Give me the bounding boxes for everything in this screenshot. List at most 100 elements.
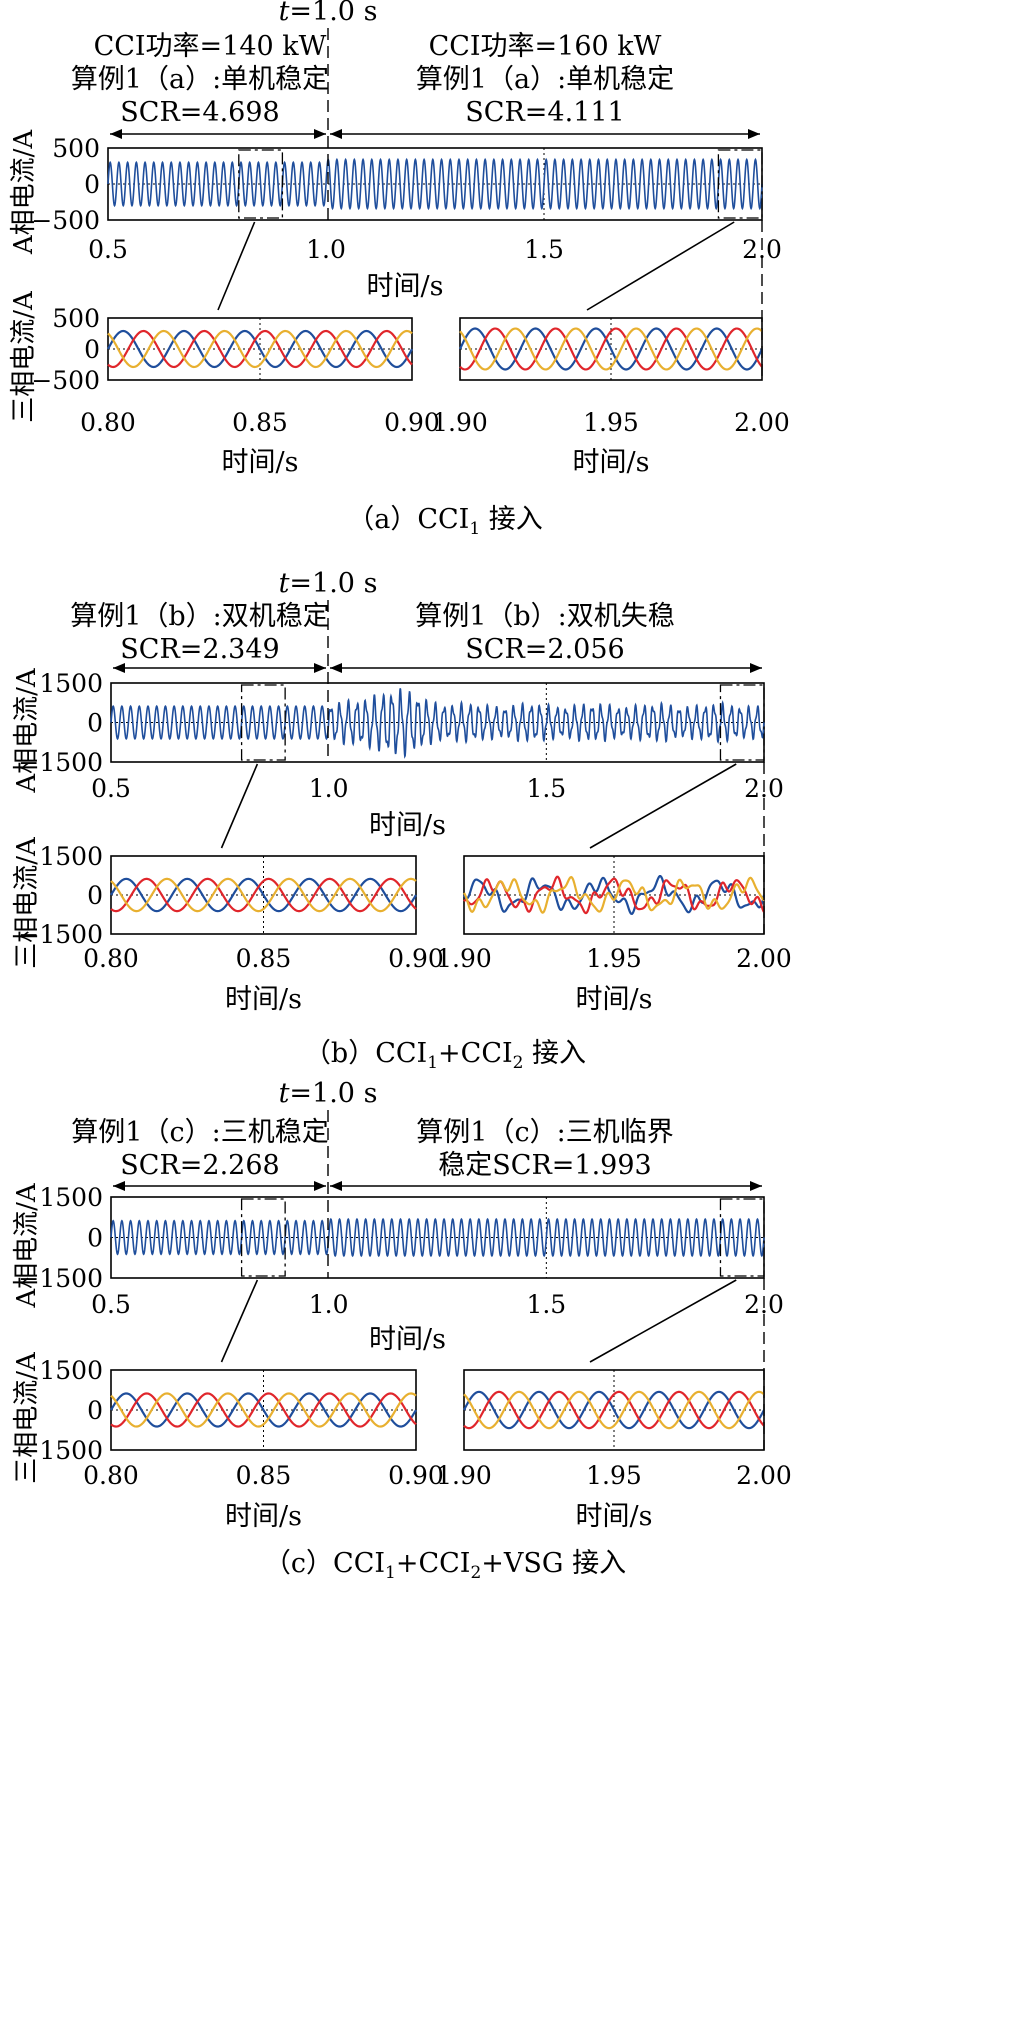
x-axis-label: 时间/s: [576, 1501, 653, 1532]
caption-subscript: 1: [427, 1053, 438, 1073]
y-axis-label: 三相电流/A: [9, 290, 39, 423]
x-tick-label: 1.90: [436, 1461, 492, 1490]
y-tick-label: −1500: [18, 1436, 103, 1465]
phase-current-series-1: [463, 875, 765, 915]
y-tick-label: −1500: [18, 920, 103, 949]
time-marker-value: =1.0 s: [289, 1078, 377, 1109]
x-axis-label: 时间/s: [222, 447, 299, 478]
x-tick-label: 0.5: [91, 774, 131, 803]
time-marker-value: =1.0 s: [289, 568, 377, 599]
x-tick-label: 0.5: [91, 1290, 131, 1319]
annotation-right-line: 稳定SCR=1.993: [438, 1150, 651, 1181]
a-phase-current-series: [107, 157, 763, 211]
y-tick-label: 0: [87, 881, 103, 910]
y-tick-label: −1500: [18, 748, 103, 777]
arrowhead: [314, 129, 326, 139]
y-tick-label: 0: [87, 1224, 103, 1253]
caption-subscript: 2: [470, 1563, 481, 1583]
x-tick-label: 1.5: [526, 774, 566, 803]
annotation-left-line: SCR=4.698: [120, 97, 279, 128]
zoom-window-box: [240, 684, 286, 761]
phase-current-series-0: [463, 874, 766, 916]
arrowhead: [110, 129, 122, 139]
annotation-right-line: 算例1（c）:三机临界: [416, 1117, 673, 1148]
arrowhead: [748, 129, 760, 139]
phase-current-series-0: [459, 327, 763, 371]
y-tick-label: 1500: [39, 1183, 103, 1212]
x-tick-label: 1.95: [583, 408, 639, 437]
time-marker-italic: t: [279, 568, 290, 599]
x-axis-label: 时间/s: [225, 984, 302, 1015]
arrowhead: [750, 663, 762, 673]
phase-current-series-1: [107, 329, 413, 369]
y-axis-label: A相电流/A: [12, 1182, 42, 1309]
zoom-connector-line: [220, 763, 259, 849]
arrowhead: [314, 663, 326, 673]
phase-current-series-1: [110, 1392, 417, 1428]
x-tick-label: 1.90: [432, 408, 488, 437]
x-tick-label: 1.90: [436, 944, 492, 973]
a-phase-current-series: [110, 688, 765, 759]
zoom-connector-line: [589, 1279, 737, 1363]
x-tick-label: 2.00: [736, 944, 792, 973]
panel-caption: （c）CCI1+CCI2+VSG 接入: [264, 1548, 626, 1583]
arrowhead: [330, 129, 342, 139]
caption-text: +CCI: [438, 1038, 513, 1069]
phase-current-series-0: [107, 329, 413, 369]
caption-text: 接入: [523, 1038, 586, 1069]
y-tick-label: 1500: [39, 1356, 103, 1385]
x-tick-label: 0.85: [236, 944, 292, 973]
x-axis-label: 时间/s: [369, 1324, 446, 1355]
phase-current-series-2: [463, 875, 765, 914]
panel-caption: （b）CCI1+CCI2 接入: [304, 1038, 586, 1073]
x-tick-label: 0.90: [388, 1461, 444, 1490]
caption-text: 接入: [480, 504, 543, 535]
panel-caption: （a）CCI1 接入: [347, 504, 543, 539]
y-tick-label: −500: [31, 206, 100, 235]
annotation-left-line: 算例1（c）:三机稳定: [71, 1117, 328, 1148]
phase-current-series-2: [107, 329, 413, 369]
phase-current-series-2: [110, 877, 417, 913]
annotation-right-line: SCR=4.111: [465, 97, 624, 128]
phase-current-series-0: [110, 877, 417, 913]
y-tick-label: 1500: [39, 669, 103, 698]
time-marker-italic: t: [279, 1078, 290, 1109]
zoom-window-box: [238, 149, 284, 219]
x-tick-label: 1.5: [524, 235, 564, 264]
phase-current-series-1: [110, 877, 417, 913]
x-tick-label: 0.80: [83, 1461, 139, 1490]
x-axis-label: 时间/s: [369, 810, 446, 841]
x-axis-label: 时间/s: [225, 1501, 302, 1532]
x-axis-label: 时间/s: [576, 984, 653, 1015]
time-marker-value: =1.0 s: [289, 0, 377, 27]
x-tick-label: 0.90: [384, 408, 440, 437]
zoom-window-box: [719, 684, 765, 761]
annotation-left-line: SCR=2.268: [120, 1150, 279, 1181]
x-tick-label: 1.5: [526, 1290, 566, 1319]
y-axis-label: 三相电流/A: [12, 1351, 42, 1484]
x-axis-label: 时间/s: [367, 271, 444, 302]
y-tick-label: 500: [52, 134, 100, 163]
x-tick-label: 0.90: [388, 944, 444, 973]
y-tick-label: 1500: [39, 842, 103, 871]
arrowhead: [750, 1181, 762, 1191]
annotation-right-line: CCI功率=160 kW: [429, 31, 662, 62]
x-tick-label: 2.00: [736, 1461, 792, 1490]
phase-current-series-2: [110, 1392, 417, 1428]
x-axis-label: 时间/s: [573, 447, 650, 478]
y-tick-label: 0: [84, 170, 100, 199]
zoom-connector-line: [586, 221, 735, 311]
phase-current-series-0: [463, 1390, 765, 1430]
arrowhead: [314, 1181, 326, 1191]
time-marker-label: t=1.0 s: [279, 568, 378, 599]
time-marker-label: t=1.0 s: [279, 0, 378, 27]
y-tick-label: 0: [87, 1396, 103, 1425]
time-marker-italic: t: [279, 0, 290, 27]
phase-current-series-2: [463, 1390, 765, 1430]
x-tick-label: 0.85: [232, 408, 288, 437]
arrowhead: [330, 1181, 342, 1191]
annotation-left-line: 算例1（a）:单机稳定: [71, 64, 329, 95]
